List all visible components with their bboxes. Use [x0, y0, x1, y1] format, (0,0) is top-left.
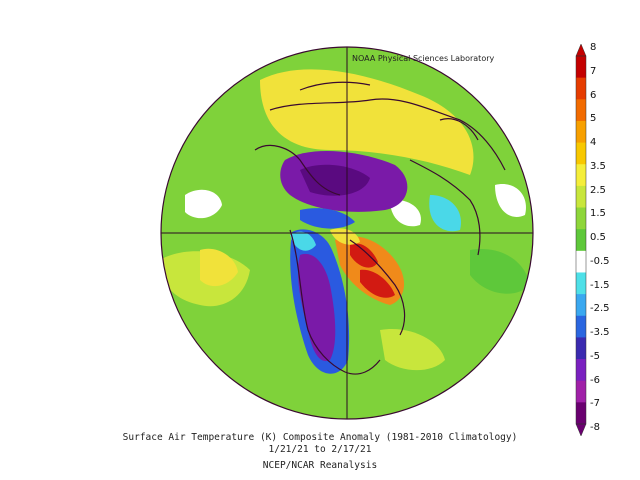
map-boundary [160, 46, 534, 420]
colorbar-tick-label: -8 [590, 422, 600, 433]
colorbar-swatch [576, 164, 586, 187]
colorbar-swatch [576, 402, 586, 425]
colorbar-tick-label: 8 [590, 42, 597, 53]
colorbar [575, 43, 587, 437]
colorbar-swatch [576, 272, 586, 295]
colorbar-tick-label: 1.5 [590, 208, 606, 220]
colorbar-swatch [576, 207, 586, 230]
caption-source: NCEP/NCAR Reanalysis [262, 460, 378, 471]
colorbar-swatch [576, 337, 586, 360]
colorbar-swatch [576, 185, 586, 209]
colorbar-tick-label: -1.5 [590, 279, 610, 291]
colorbar-tick-label: -2.5 [590, 303, 610, 315]
credit-label: NOAA Physical Sciences Laboratory [352, 54, 495, 63]
colorbar-tick-label: 5 [590, 113, 597, 125]
colorbar-swatch [576, 99, 586, 122]
colorbar-tick-label: 4 [590, 137, 597, 148]
colorbar-swatch [576, 142, 586, 165]
colorbar-tick-label: 0.5 [590, 232, 606, 243]
colorbar-tick-label: 3.5 [590, 160, 606, 172]
colorbar-swatch [576, 359, 586, 382]
colorbar-swatch [576, 294, 586, 317]
caption-title: Surface Air Temperature (K) Composite An… [122, 432, 518, 443]
caption-dates: 1/21/21 to 2/17/21 [268, 444, 372, 455]
colorbar-tick-label: -7 [590, 398, 600, 410]
colorbar-tick-label: -6 [590, 374, 600, 386]
colorbar-tick-label: 6 [590, 89, 597, 101]
map-fill [161, 47, 533, 419]
colorbar-swatch [576, 250, 586, 273]
colorbar-tick-label: 7 [590, 65, 597, 77]
colorbar-swatch [576, 315, 586, 338]
colorbar-tick-label: -5 [590, 350, 600, 362]
colorbar-swatch [576, 56, 586, 79]
colorbar-swatch [576, 229, 586, 252]
colorbar-swatch [576, 77, 586, 100]
colorbar-swatch [576, 120, 586, 144]
colorbar-swatch [576, 380, 586, 403]
colorbar-tick-label: -0.5 [590, 255, 610, 267]
colorbar-tick-label: 2.5 [590, 184, 606, 196]
colorbar-max-arrow [575, 43, 587, 57]
colorbar-tick-label: -3.5 [590, 327, 610, 338]
